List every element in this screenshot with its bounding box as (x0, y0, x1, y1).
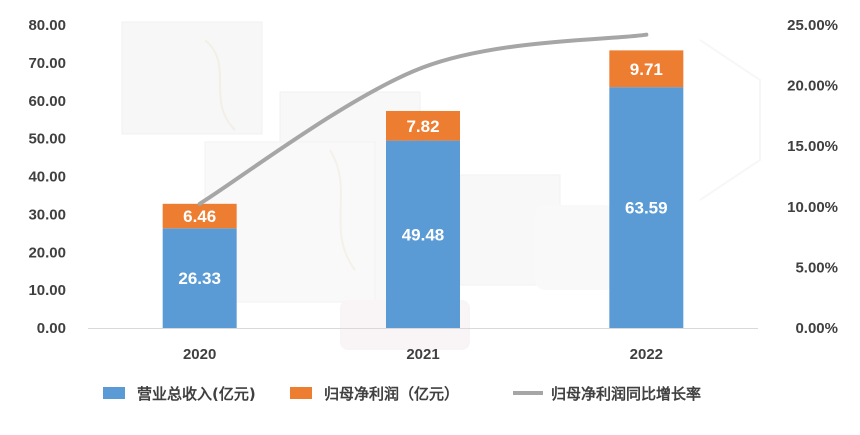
growth-line (197, 32, 649, 206)
left-tick-label: 30.00 (28, 206, 66, 223)
growth-rate-line (197, 32, 649, 206)
right-tick-label: 25.00% (787, 17, 838, 34)
profit-bar (386, 110, 460, 141)
right-tick-label: 10.00% (787, 199, 838, 216)
left-tick-label: 60.00 (28, 93, 66, 110)
profit-value-label: 6.46 (183, 207, 216, 226)
profit-bar (609, 50, 684, 88)
right-tick-label: 5.00% (795, 259, 838, 276)
left-axis: 0.00 10.00 20.00 30.00 40.00 50.00 60.00 70.00 8… (28, 17, 66, 337)
revenue-value-label: 49.48 (402, 225, 445, 244)
legend-label-profit: 归母净利润（亿元） (324, 385, 459, 403)
left-tick-label: 0.00 (37, 320, 66, 337)
legend: 营业总收入(亿元) 归母净利润（亿元） 归母净利润同比增长率 (103, 385, 701, 403)
legend-label-revenue: 营业总收入(亿元) (137, 385, 256, 403)
right-axis: 0.00% 5.00% 10.00% 15.00% 20.00% 25.00% (787, 17, 838, 337)
bars (162, 50, 684, 328)
x-tick-label: 2020 (183, 346, 216, 363)
legend-swatch-profit (290, 387, 312, 399)
x-axis: 2020 2021 2022 (88, 328, 758, 363)
right-tick-label: 0.00% (795, 320, 838, 337)
left-tick-label: 50.00 (28, 131, 66, 148)
profit-value-label: 7.82 (406, 117, 439, 136)
profit-bar (162, 203, 237, 229)
left-tick-label: 70.00 (28, 55, 66, 72)
left-tick-label: 80.00 (28, 17, 66, 34)
bar-labels: 26.33 6.46 49.48 7.82 63.59 9.71 (178, 60, 667, 288)
x-tick-label: 2021 (406, 346, 439, 363)
left-tick-label: 40.00 (28, 169, 66, 186)
x-tick-label: 2022 (630, 346, 663, 363)
legend-swatch-revenue (103, 387, 125, 399)
right-tick-label: 15.00% (787, 138, 838, 155)
legend-label-growth: 归母净利润同比增长率 (551, 385, 701, 403)
right-tick-label: 20.00% (787, 78, 838, 95)
revenue-value-label: 26.33 (178, 269, 221, 288)
profit-value-label: 9.71 (630, 60, 663, 79)
revenue-bar (609, 87, 684, 328)
left-tick-label: 20.00 (28, 244, 66, 261)
revenue-bar (162, 228, 237, 328)
left-tick-label: 10.00 (28, 282, 66, 299)
revenue-bar (386, 140, 460, 328)
revenue-value-label: 63.59 (625, 199, 668, 218)
